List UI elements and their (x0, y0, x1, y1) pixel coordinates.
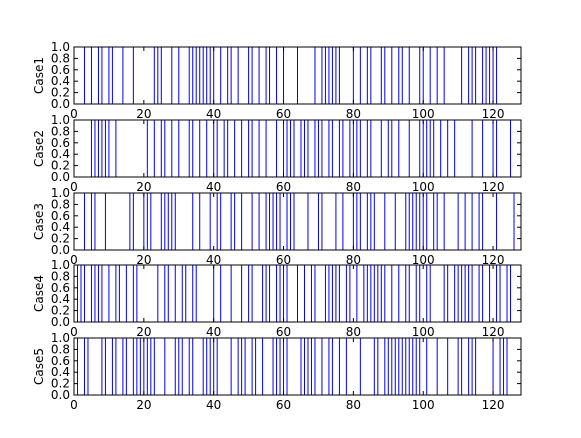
y-tick-label: 0.0 (51, 243, 70, 257)
subplot-2: 0 20 40 60 80 100 120 0.00.20.40.60.81.0 Case2 (32, 113, 522, 194)
y-tick-label: 0.2 (51, 304, 70, 318)
x-tick-label: 60 (276, 398, 291, 412)
y-axis-label: Case1 (32, 57, 46, 94)
x-tick-label: 60 (276, 180, 291, 194)
y-tick-label: 1.0 (51, 186, 70, 200)
x-tick-label: 0 (70, 398, 78, 412)
y-tick-label: 0.0 (51, 315, 70, 329)
y-tick-label: 0.8 (51, 269, 70, 283)
x-tick-label: 120 (482, 107, 505, 121)
x-tick-label: 0 (70, 180, 78, 194)
y-tick-label: 0.8 (51, 51, 70, 65)
x-tick-label: 80 (346, 180, 361, 194)
x-tick-label: 120 (482, 325, 505, 339)
x-tick-label: 60 (276, 253, 291, 267)
y-tick-label: 0.4 (51, 147, 70, 161)
x-tick-label: 20 (136, 107, 151, 121)
plot-frame (73, 264, 522, 323)
subplot-1: 0 20 40 60 80 100 120 0.00.20.40.60.81.0 Case1 (32, 40, 522, 121)
x-tick-label: 80 (346, 398, 361, 412)
plot-frame (73, 337, 522, 396)
x-tick-label: 120 (482, 253, 505, 267)
y-tick-label: 0.2 (51, 86, 70, 100)
x-tick-label: 40 (206, 253, 221, 267)
y-tick-label: 0.6 (51, 63, 70, 77)
series-line (74, 264, 521, 323)
series-line (73, 337, 521, 396)
subplot-5: 0 20 40 60 80 100 120 0.00.20.40.60.81.0 Case5 (32, 331, 522, 412)
y-tick-label: 1.0 (51, 331, 70, 345)
y-tick-label: 0.0 (51, 170, 70, 184)
y-tick-label: 1.0 (51, 113, 70, 127)
y-tick-label: 0.6 (51, 281, 70, 295)
x-tick-label: 100 (412, 107, 435, 121)
x-tick-label: 80 (346, 325, 361, 339)
y-tick-label: 0.0 (51, 97, 70, 111)
x-tick-label: 80 (346, 107, 361, 121)
subplot-4: 0 20 40 60 80 100 120 0.00.20.40.60.81.0 Case4 (32, 258, 522, 339)
y-tick-label: 0.2 (51, 232, 70, 246)
series-line (74, 46, 521, 105)
x-tick-label: 60 (276, 107, 291, 121)
x-tick-label: 20 (136, 398, 151, 412)
y-tick-label: 0.6 (51, 354, 70, 368)
x-tick-label: 20 (136, 253, 151, 267)
y-tick-label: 0.4 (51, 220, 70, 234)
y-tick-label: 0.6 (51, 136, 70, 150)
y-tick-label: 0.4 (51, 74, 70, 88)
x-tick-label: 60 (276, 325, 291, 339)
plot-frame (73, 119, 522, 178)
y-tick-label: 0.2 (51, 159, 70, 173)
x-tick-label: 100 (412, 325, 435, 339)
y-axis-label: Case4 (32, 275, 46, 312)
y-tick-label: 1.0 (51, 258, 70, 272)
x-tick-label: 80 (346, 253, 361, 267)
y-axis-label: Case5 (32, 348, 46, 385)
y-tick-label: 1.0 (51, 40, 70, 54)
subplot-3: 0 20 40 60 80 100 120 0.00.20.40.60.81.0 Case3 (32, 186, 522, 267)
series-line (74, 119, 521, 178)
series-line (74, 192, 518, 251)
x-tick-label: 100 (412, 253, 435, 267)
y-tick-label: 0.0 (51, 388, 70, 402)
y-tick-label: 0.4 (51, 365, 70, 379)
plot-frame (73, 192, 522, 251)
y-tick-label: 0.4 (51, 292, 70, 306)
x-tick-label: 120 (482, 180, 505, 194)
x-tick-label: 100 (412, 180, 435, 194)
y-axis-label: Case3 (32, 203, 46, 240)
x-tick-label: 0 (70, 325, 78, 339)
x-tick-label: 120 (482, 398, 505, 412)
x-tick-label: 40 (206, 107, 221, 121)
y-tick-label: 0.6 (51, 209, 70, 223)
y-tick-label: 0.8 (51, 124, 70, 138)
x-tick-label: 40 (206, 325, 221, 339)
x-tick-label: 0 (70, 107, 78, 121)
plot-frame (73, 46, 522, 105)
x-tick-label: 20 (136, 325, 151, 339)
x-tick-label: 40 (206, 398, 221, 412)
y-tick-label: 0.2 (51, 377, 70, 391)
y-tick-label: 0.8 (51, 197, 70, 211)
x-tick-label: 0 (70, 253, 78, 267)
y-axis-label: Case2 (32, 130, 46, 167)
y-tick-label: 0.8 (51, 342, 70, 356)
x-tick-label: 40 (206, 180, 221, 194)
x-tick-label: 100 (412, 398, 435, 412)
x-tick-label: 20 (136, 180, 151, 194)
